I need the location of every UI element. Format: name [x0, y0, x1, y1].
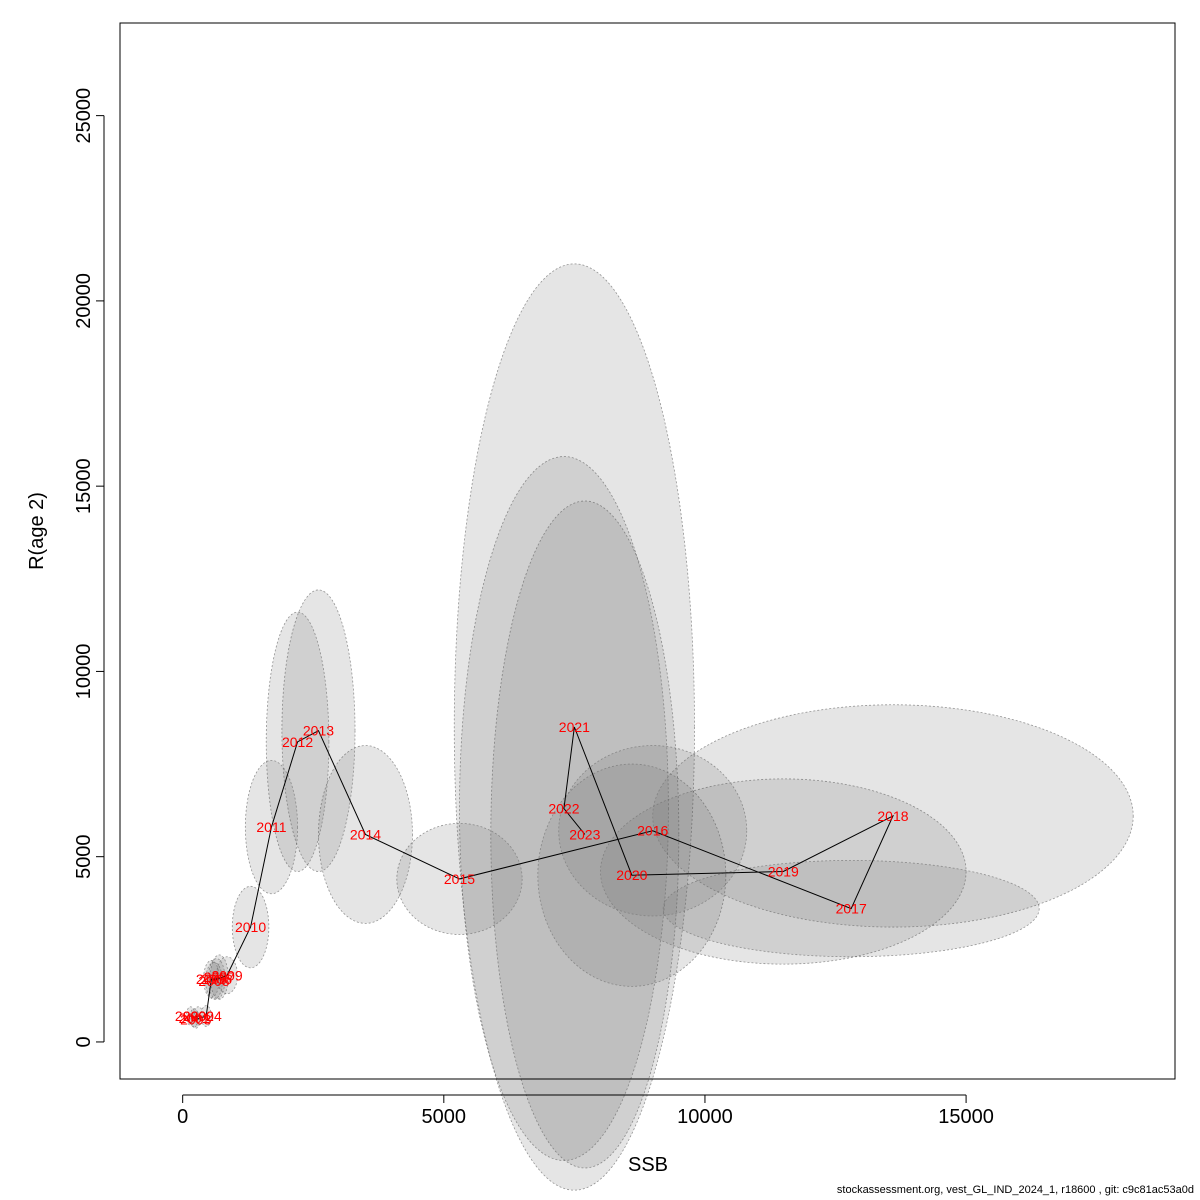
y-tick-label-15000: 15000 [73, 458, 95, 514]
year-label-2022: 2022 [548, 801, 579, 817]
year-label-2021: 2021 [559, 719, 590, 735]
plot-frame [119, 22, 1176, 1080]
y-tick-label-20000: 20000 [73, 273, 95, 329]
footer-text: stockassessment.org, vest_GL_IND_2024_1,… [836, 1184, 1194, 1196]
year-label-2015: 2015 [444, 871, 475, 887]
year-label-2020: 2020 [616, 867, 647, 883]
trajectory-line [190, 726, 895, 1021]
year-label-2018: 2018 [877, 808, 908, 824]
year-label-2010: 2010 [235, 919, 266, 935]
x-tick-label-10000: 10000 [677, 1106, 733, 1128]
year-label-2007: 2007 [204, 969, 235, 985]
year-label-2005: 2005 [196, 971, 227, 987]
year-label-2017: 2017 [836, 901, 867, 917]
year-label-2001: 2001 [179, 1010, 210, 1026]
year-label-2008: 2008 [198, 973, 229, 989]
year-label-2003: 2003 [180, 1012, 211, 1028]
x-axis: 0 5000 10000 15000 [177, 1094, 994, 1128]
y-axis-title: R(age 2) [26, 492, 48, 570]
x-tick-label-0: 0 [177, 1106, 188, 1128]
year-label-2013: 2013 [303, 723, 334, 739]
x-tick-label-5000: 5000 [422, 1106, 467, 1128]
year-label-2014: 2014 [350, 826, 381, 842]
y-tick-label-10000: 10000 [73, 644, 95, 700]
y-axis: 0 5000 10000 15000 20000 25000 [73, 88, 105, 1048]
x-tick-label-15000: 15000 [938, 1106, 994, 1128]
year-label-2006: 2006 [201, 971, 232, 987]
year-label-2016: 2016 [637, 823, 668, 839]
year-label-2023: 2023 [569, 826, 600, 842]
year-label-2019: 2019 [768, 864, 799, 880]
year-label-2000: 2000 [175, 1008, 206, 1024]
year-label-2004: 2004 [191, 1008, 222, 1024]
year-label-2012: 2012 [282, 734, 313, 750]
x-axis-title: SSB [628, 1154, 668, 1176]
y-tick-label-0: 0 [73, 1036, 95, 1047]
year-label-2009: 2009 [211, 967, 242, 983]
year-label-2002: 2002 [183, 1008, 214, 1024]
y-tick-label-5000: 5000 [73, 834, 95, 879]
year-label-2011: 2011 [256, 819, 286, 835]
y-tick-label-25000: 25000 [73, 88, 95, 144]
